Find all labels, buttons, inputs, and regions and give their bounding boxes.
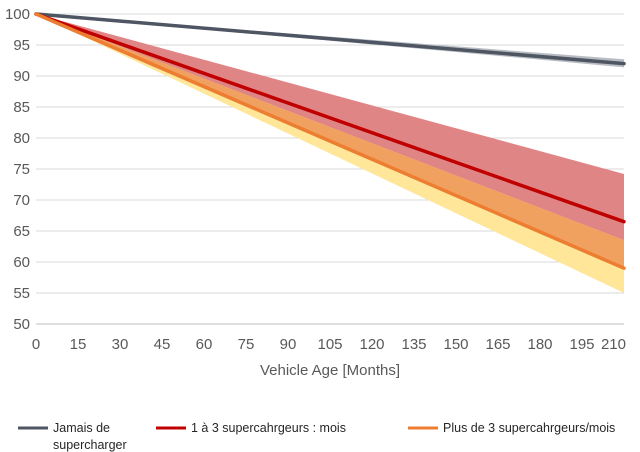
legend-label: Jamais de — [53, 421, 110, 435]
x-tick-label: 15 — [70, 336, 87, 353]
series-line-2 — [34, 12, 626, 270]
legend-label: supercharger — [53, 438, 127, 452]
legend-item-1: 1 à 3 supercahrgeurs : mois — [156, 421, 346, 435]
legend-item-0: Jamais de supercharger — [18, 421, 127, 452]
x-tick-label: 135 — [401, 336, 426, 353]
y-tick-label: 80 — [13, 130, 30, 147]
legend: Jamais de supercharger 1 à 3 supercahrgeur… — [18, 421, 615, 452]
x-tick-label: 0 — [32, 336, 40, 353]
y-tick-label: 55 — [13, 285, 30, 302]
y-tick-label: 75 — [13, 161, 30, 178]
x-tick-label: 180 — [527, 336, 552, 353]
x-tick-label: 90 — [280, 336, 297, 353]
x-tick-label: 30 — [112, 336, 129, 353]
series-line-1 — [34, 12, 626, 224]
x-tick-label: 120 — [359, 336, 384, 353]
legend-label: Plus de 3 supercahrgeurs/mois — [443, 421, 615, 435]
x-tick-label: 165 — [485, 336, 510, 353]
x-tick-label: 60 — [196, 336, 213, 353]
series-line-0 — [34, 12, 626, 66]
band-plus-de-3 — [36, 14, 624, 293]
y-tick-label: 100 — [5, 6, 30, 23]
x-axis-title: Vehicle Age [Months] — [260, 362, 400, 379]
y-tick-label: 95 — [13, 37, 30, 54]
y-tick-label: 50 — [13, 316, 30, 333]
y-tick-label: 60 — [13, 254, 30, 271]
x-tick-label: 45 — [154, 336, 171, 353]
legend-label: 1 à 3 supercahrgeurs : mois — [191, 421, 346, 435]
x-tick-label: 75 — [238, 336, 255, 353]
y-tick-label: 65 — [13, 223, 30, 240]
series-lines — [34, 12, 626, 270]
y-tick-label: 70 — [13, 192, 30, 209]
axes: 50 55 60 65 70 75 80 85 90 95 100 0 15 30 45 60 75 90 105 1… — [5, 6, 626, 379]
x-tick-label: 105 — [317, 336, 342, 353]
grid — [36, 13, 624, 325]
x-tick-label: 195 — [569, 336, 594, 353]
x-tick-label: 150 — [443, 336, 468, 353]
y-tick-label: 85 — [13, 99, 30, 116]
x-tick-label: 210 — [601, 336, 626, 353]
y-tick-label: 90 — [13, 68, 30, 85]
legend-item-2: Plus de 3 supercahrgeurs/mois — [408, 421, 615, 435]
